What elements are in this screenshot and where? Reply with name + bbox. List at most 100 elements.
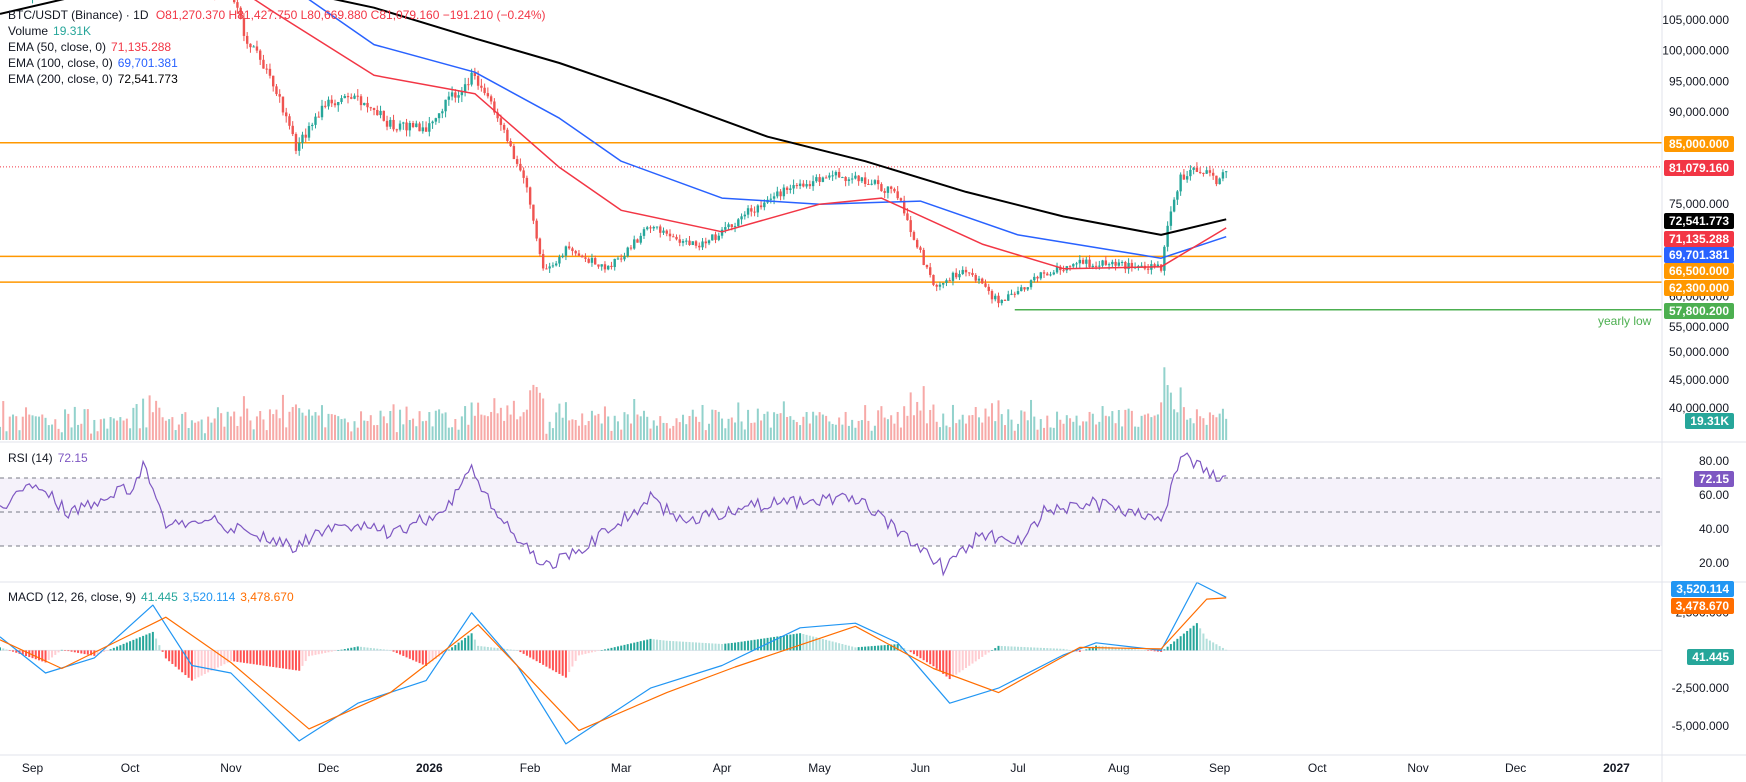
candle-body xyxy=(818,177,821,182)
macd-histogram-bar xyxy=(812,636,815,651)
candle-body xyxy=(574,251,577,254)
candle-body xyxy=(405,122,408,131)
candle-body xyxy=(844,177,847,182)
macd-histogram-bar xyxy=(516,650,519,651)
macd-histogram-bar xyxy=(447,649,450,651)
candle-body xyxy=(434,118,438,122)
macd-histogram-bar xyxy=(851,646,854,651)
candle-body xyxy=(1153,264,1156,267)
volume-bar xyxy=(386,423,389,440)
volume-bar xyxy=(161,417,164,440)
macd-histogram-bar xyxy=(1212,642,1215,651)
macd-histogram-bar xyxy=(1134,649,1137,651)
candle-body xyxy=(428,123,431,132)
macd-histogram-bar xyxy=(1221,647,1224,651)
candle-body xyxy=(873,180,877,184)
macd-histogram-bar xyxy=(1117,647,1120,651)
macd-histogram-bar xyxy=(564,650,567,678)
volume-bar xyxy=(568,420,571,440)
volume-bar xyxy=(203,433,206,440)
macd-histogram-bar xyxy=(639,641,642,651)
macd-histogram-bar xyxy=(857,647,860,651)
candle-body xyxy=(655,226,659,228)
candle-body xyxy=(281,96,285,113)
macd-histogram-bar xyxy=(890,644,893,651)
candle-body xyxy=(798,183,802,186)
candle-body xyxy=(1202,172,1205,174)
macd-histogram-bar xyxy=(460,640,463,651)
candle-body xyxy=(750,208,753,212)
volume-bar xyxy=(529,390,532,440)
volume-bar xyxy=(350,431,353,440)
macd-histogram-bar xyxy=(922,650,925,661)
macd-histogram-bar xyxy=(1049,648,1052,651)
volume-bar xyxy=(916,401,919,440)
macd-histogram-bar xyxy=(577,650,580,656)
volume-bar xyxy=(12,414,15,440)
macd-histogram-bar xyxy=(799,633,802,651)
macd-histogram-bar xyxy=(103,650,106,652)
macd-histogram-bar xyxy=(164,650,167,659)
candle-body xyxy=(255,46,259,51)
volume-bar xyxy=(834,424,837,440)
candle-body xyxy=(707,240,711,244)
macd-histogram-bar xyxy=(278,650,281,668)
badge-level-66500: 66,500.000 xyxy=(1663,263,1734,279)
macd-histogram-bar xyxy=(981,650,984,657)
candle-body xyxy=(912,232,916,240)
macd-histogram-bar xyxy=(116,646,119,651)
macd-histogram-bar xyxy=(1059,648,1062,651)
volume-bar xyxy=(405,406,408,440)
time-tick-label: Mar xyxy=(611,761,632,775)
volume-bar xyxy=(873,425,876,440)
candle-body xyxy=(743,214,747,217)
volume-bar xyxy=(360,411,363,440)
macd-histogram-bar xyxy=(877,645,880,651)
volume-bar xyxy=(1169,392,1172,440)
volume-bar xyxy=(109,417,112,440)
volume-bar xyxy=(805,412,808,440)
volume-bar xyxy=(93,419,96,440)
candle-body xyxy=(1075,263,1078,265)
volume-bar xyxy=(1111,411,1114,440)
macd-histogram-bar xyxy=(1199,628,1202,651)
macd-histogram-bar xyxy=(886,644,889,651)
macd-histogram-bar xyxy=(1091,646,1094,651)
macd-histogram-bar xyxy=(1218,646,1221,651)
price-tick-label: 55,000.000 xyxy=(1669,320,1729,334)
macd-histogram-bar xyxy=(519,650,522,653)
candle-body xyxy=(541,254,545,269)
macd-legend: MACD (12, 26, close, 9) 41.445 3,520.114 3,… xyxy=(8,589,294,605)
macd-histogram-bar xyxy=(132,639,135,651)
candle-body xyxy=(922,249,925,266)
volume-bar xyxy=(2,401,5,440)
macd-histogram-bar xyxy=(880,645,883,651)
volume-bar xyxy=(1202,418,1205,440)
time-tick-label: 2026 xyxy=(416,761,443,775)
candle-body xyxy=(265,68,268,70)
macd-histogram-bar xyxy=(971,650,974,664)
volume-bar xyxy=(652,420,655,440)
macd-histogram-bar xyxy=(1114,647,1117,651)
time-tick-label: Jul xyxy=(1010,761,1025,775)
macd-histogram-bar xyxy=(542,650,545,665)
candle-body xyxy=(450,92,454,97)
badge-macd: 3,520.114 xyxy=(1671,581,1734,597)
macd-histogram-bar xyxy=(1033,647,1036,651)
macd-histogram-bar xyxy=(41,650,44,662)
volume-bar xyxy=(70,427,73,440)
volume-bar xyxy=(561,417,564,440)
candle-body xyxy=(1130,262,1134,268)
macd-histogram-bar xyxy=(704,643,707,651)
candle-body xyxy=(415,123,418,128)
volume-bar xyxy=(210,422,213,440)
volume-bar xyxy=(825,415,828,440)
volume-bar xyxy=(249,420,252,440)
candle-body xyxy=(460,92,464,96)
volume-bar xyxy=(1156,414,1159,440)
macd-histogram-bar xyxy=(151,631,154,651)
volume-bar xyxy=(977,417,980,440)
volume-bar xyxy=(899,427,902,440)
candle-body xyxy=(785,187,789,190)
macd-histogram-bar xyxy=(135,638,138,651)
